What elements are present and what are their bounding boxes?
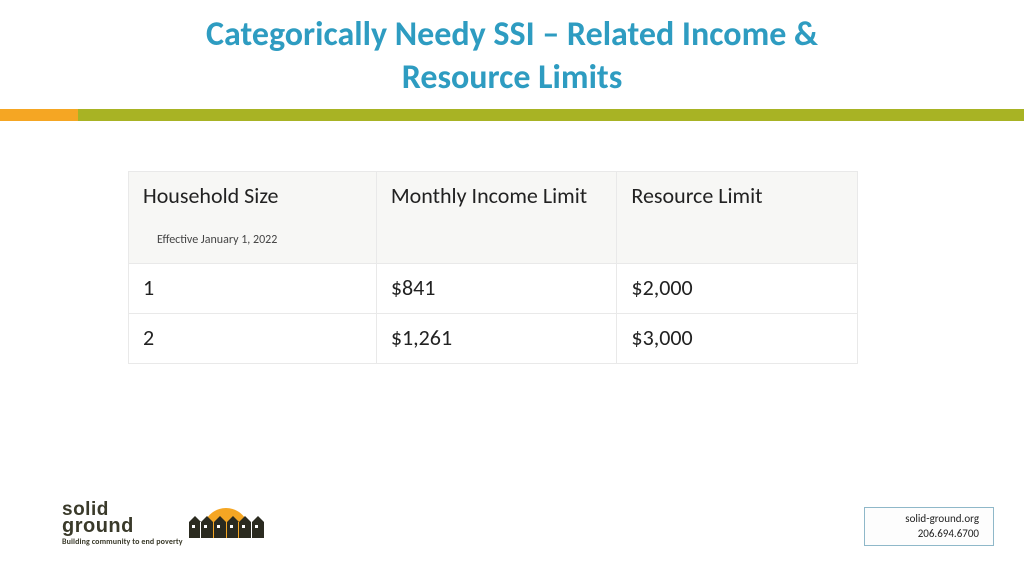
- cell-household: 2: [129, 314, 377, 364]
- logo-tagline: Building community to end poverty: [62, 539, 183, 546]
- table-row: 2 $1,261 $3,000: [129, 314, 858, 364]
- cell-resource: $2,000: [617, 264, 858, 314]
- table-header-row: Household Size Effective January 1, 2022…: [129, 172, 858, 264]
- logo-word-bottom: ground: [62, 518, 183, 535]
- cell-income: $1,261: [376, 314, 617, 364]
- footer-logo: solid ground Building community to end p…: [62, 502, 265, 546]
- col-resource-limit: Resource Limit: [617, 172, 858, 264]
- title-line-2: Resource Limits: [402, 57, 623, 98]
- title-line-1: Categorically Needy SSI – Related Income…: [206, 14, 818, 55]
- limits-table-container: Household Size Effective January 1, 2022…: [128, 171, 858, 364]
- col-label: Monthly Income Limit: [391, 182, 603, 211]
- col-label: Household Size: [143, 182, 362, 211]
- col-sublabel: Effective January 1, 2022: [143, 233, 362, 247]
- page-title: Categorically Needy SSI – Related Income…: [0, 0, 1024, 99]
- limits-table: Household Size Effective January 1, 2022…: [128, 171, 858, 364]
- contact-website: solid-ground.org: [905, 512, 979, 526]
- col-label: Resource Limit: [631, 182, 843, 211]
- col-monthly-income: Monthly Income Limit: [376, 172, 617, 264]
- logo-graphic: [189, 506, 265, 546]
- col-household-size: Household Size Effective January 1, 2022: [129, 172, 377, 264]
- divider-main: [78, 109, 1024, 121]
- cell-household: 1: [129, 264, 377, 314]
- divider-accent: [0, 109, 78, 121]
- cell-resource: $3,000: [617, 314, 858, 364]
- houses-icon: [189, 522, 265, 538]
- logo-text: solid ground Building community to end p…: [62, 502, 183, 546]
- contact-phone: 206.694.6700: [905, 527, 979, 541]
- cell-income: $841: [376, 264, 617, 314]
- divider-bar: [0, 109, 1024, 121]
- footer-contact-box: solid-ground.org 206.694.6700: [864, 507, 994, 546]
- table-row: 1 $841 $2,000: [129, 264, 858, 314]
